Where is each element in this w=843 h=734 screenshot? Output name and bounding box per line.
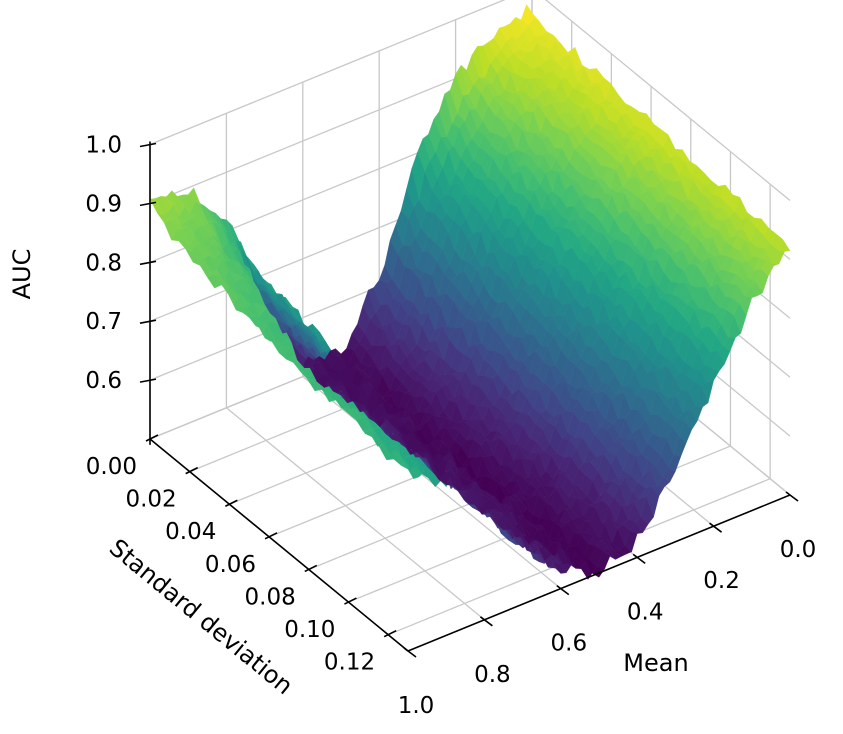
gridline	[225, 407, 485, 621]
y-tick	[264, 532, 278, 540]
z-tick-label: 0.6	[85, 368, 122, 394]
y-tick	[383, 629, 397, 638]
x-tick-label: 0.8	[474, 662, 511, 688]
x-tick	[709, 522, 723, 533]
axis-pane	[150, 0, 532, 439]
x-tick	[556, 584, 570, 596]
y-tick	[225, 499, 238, 507]
x-tick-label: 0.4	[627, 599, 664, 625]
y-tick	[304, 564, 318, 573]
x-tick-label: 1.0	[398, 693, 435, 719]
y-axis-label: Standard deviation	[104, 534, 298, 701]
z-tick	[139, 201, 157, 207]
y-axis-line	[149, 438, 409, 652]
y-tick-label: 0.04	[165, 519, 216, 545]
y-tick	[344, 597, 357, 605]
y-tick-label: 0.08	[245, 584, 296, 610]
x-tick	[632, 553, 646, 565]
y-tick	[145, 434, 159, 442]
x-axis-line	[407, 494, 791, 652]
z-tick-label: 0.8	[85, 250, 122, 276]
axes: 0.6 0.7 0.8 0.9 1.0 0.00 0.02 0.04 0.06 0.08 0.10 0…	[85, 133, 816, 720]
z-axis-label: AUC	[8, 249, 36, 300]
z-tick	[139, 142, 157, 148]
y-tick-label: 0.12	[324, 650, 375, 676]
gridline	[149, 0, 506, 146]
x-tick	[403, 647, 417, 658]
x-tick-label: 0.0	[780, 537, 817, 563]
y-tick-label: 0.06	[205, 552, 256, 578]
x-tick	[479, 616, 493, 627]
z-tick	[139, 260, 157, 266]
x-tick-label: 0.2	[703, 568, 740, 594]
y-tick-label: 0.10	[284, 617, 335, 643]
y-tick-label: 0.00	[86, 454, 137, 480]
auc-surface	[149, 4, 791, 580]
x-axis-label: Mean	[623, 649, 688, 677]
z-tick	[139, 319, 157, 324]
z-tick-label: 1.0	[85, 133, 122, 159]
z-tick	[139, 378, 157, 383]
y-tick-label: 0.02	[125, 487, 176, 513]
z-tick-label: 0.7	[85, 309, 122, 335]
y-tick	[185, 466, 199, 475]
z-tick-label: 0.9	[85, 191, 122, 217]
x-tick-label: 0.6	[551, 631, 588, 657]
gridline	[544, 0, 791, 202]
x-tick	[785, 491, 799, 502]
